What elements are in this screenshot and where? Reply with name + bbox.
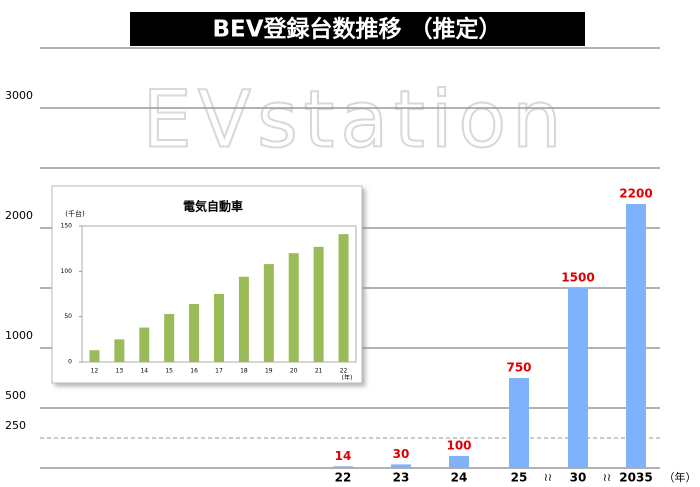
x-tick-label: 17 xyxy=(215,368,223,375)
inset-chart: 電気自動車 (千台) 0 50 100 150 12 13 14 15 16 17 18 19 20 21 22… xyxy=(51,185,363,384)
x-tick-label: 19 xyxy=(265,368,273,375)
x-unit: (年) xyxy=(342,374,353,382)
bar xyxy=(313,246,324,362)
bar xyxy=(114,339,125,362)
x-tick-label: 2035 xyxy=(619,471,652,485)
x-tick-label: 14 xyxy=(140,368,148,375)
x-tick-label: 22 xyxy=(335,471,352,485)
axis-break: ≀≀ xyxy=(603,471,611,484)
value-label: 750 xyxy=(506,361,531,375)
bar xyxy=(333,466,353,468)
x-tick-label: 13 xyxy=(116,368,124,375)
y-tick-label: 50 xyxy=(64,313,72,320)
x-tick-label: 16 xyxy=(190,368,198,375)
bar xyxy=(164,313,175,362)
bar xyxy=(626,204,646,468)
value-label: 1500 xyxy=(561,271,594,285)
bar xyxy=(139,327,150,362)
y-tick-label: 0 xyxy=(68,359,72,366)
bar xyxy=(214,294,224,362)
y-tick-label: 2000 xyxy=(5,209,33,222)
bar xyxy=(263,264,274,362)
value-label: 2200 xyxy=(619,187,652,201)
value-label: 30 xyxy=(393,447,410,461)
x-tick-label: 18 xyxy=(240,368,248,375)
y-tick-label: 3000 xyxy=(5,89,33,102)
x-tick-label: 15 xyxy=(165,368,173,375)
bar xyxy=(338,234,349,362)
inset-title: 電気自動車 xyxy=(183,199,243,214)
y-tick-label: 500 xyxy=(5,389,26,402)
x-tick-label: 23 xyxy=(393,471,410,485)
value-label: 100 xyxy=(446,439,471,453)
chart-title: BEV登録台数推移 （推定） xyxy=(212,16,501,43)
x-tick-label: 30 xyxy=(570,471,587,485)
bar xyxy=(89,350,100,362)
x-tick-label: 24 xyxy=(451,471,468,485)
bar xyxy=(189,303,200,362)
y-tick-label: 150 xyxy=(61,223,73,230)
x-tick-label: 20 xyxy=(290,368,298,375)
y-tick-label: 250 xyxy=(5,419,26,432)
x-tick-label: 21 xyxy=(315,368,323,375)
axis-break: ≀≀ xyxy=(544,471,552,484)
watermark: EVstation xyxy=(142,75,567,165)
x-tick-label: 25 xyxy=(511,471,528,485)
y-tick-label: 100 xyxy=(61,268,73,275)
y-unit: (千台) xyxy=(65,209,85,218)
x-unit: （年） xyxy=(664,470,697,484)
bar xyxy=(568,288,588,468)
bar xyxy=(509,378,529,468)
value-label: 14 xyxy=(335,449,352,463)
y-tick-label: 1000 xyxy=(5,329,33,342)
bar xyxy=(288,253,299,362)
bar xyxy=(391,464,411,468)
bar xyxy=(238,276,249,362)
bar xyxy=(449,456,469,468)
x-tick-label: 12 xyxy=(91,368,99,375)
x-tick-label: 22 xyxy=(340,368,348,375)
title-box xyxy=(130,12,585,46)
